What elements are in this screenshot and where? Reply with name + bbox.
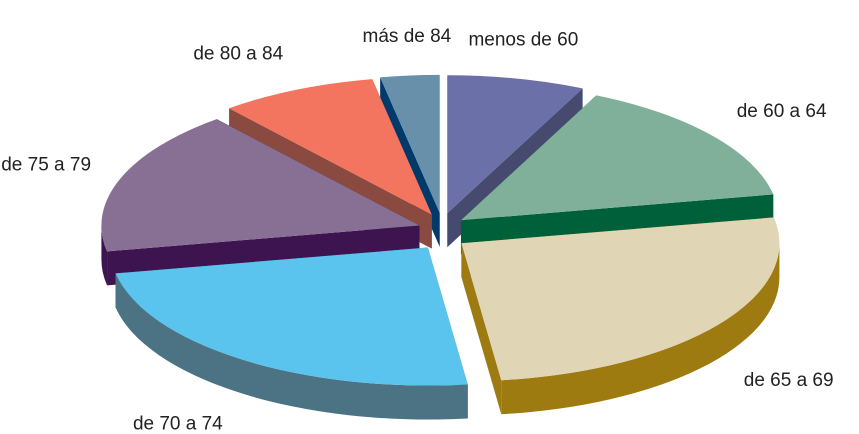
slice-outer-wall [501, 243, 780, 415]
slice [460, 95, 774, 221]
slice [115, 247, 468, 420]
slice [380, 74, 440, 213]
slice-label: de 70 a 74 [133, 414, 223, 434]
slice-label: de 75 a 79 [1, 155, 91, 176]
slice [229, 79, 432, 215]
slice-label: más de 84 [363, 26, 452, 47]
slice [115, 247, 468, 386]
slice [447, 75, 583, 214]
slice [461, 217, 780, 415]
slice-side-wall [461, 243, 502, 415]
slice [461, 217, 780, 381]
slice-outer-wall [101, 225, 108, 286]
slice-label: de 60 a 64 [737, 101, 827, 122]
slice-label: de 80 a 84 [193, 44, 283, 65]
slice-outer-wall [115, 273, 468, 420]
slice [101, 119, 420, 252]
slice-label: menos de 60 [468, 30, 578, 51]
slice-label: de 65 a 69 [744, 370, 834, 391]
